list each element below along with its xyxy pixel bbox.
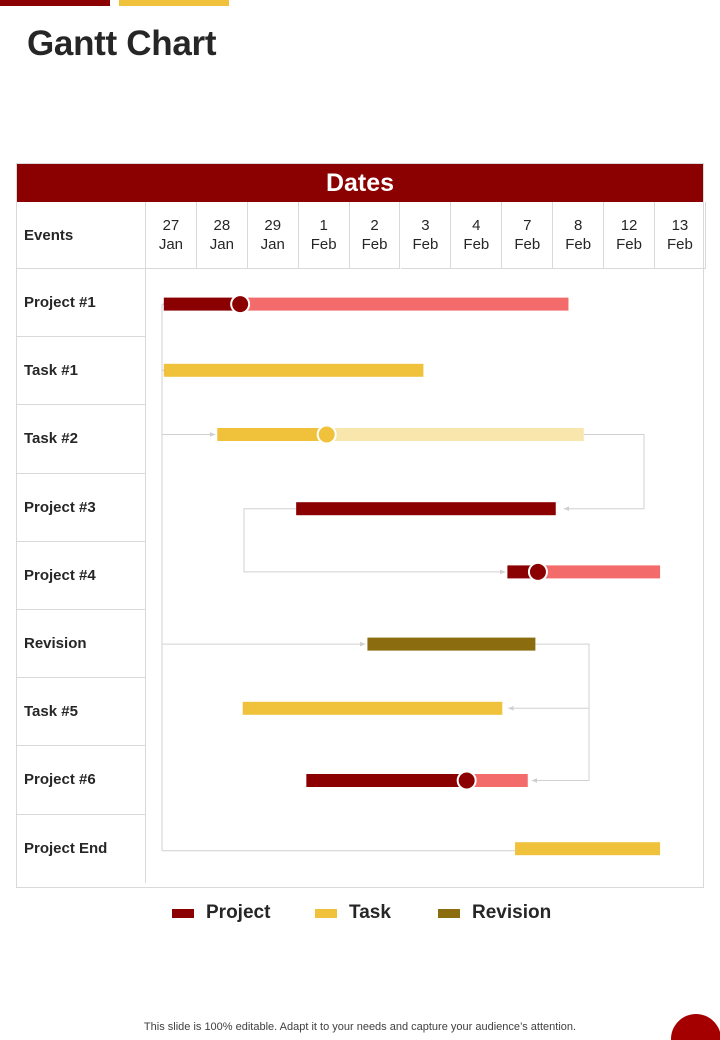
- date-day: 27: [162, 217, 180, 234]
- page-title: Gantt Chart: [27, 24, 217, 63]
- dates-header: Dates: [17, 164, 703, 202]
- date-day: 2: [370, 217, 379, 234]
- date-month: Feb: [463, 236, 490, 253]
- event-label: Task #1: [17, 337, 146, 406]
- date-month: Jan: [209, 236, 234, 253]
- date-day: 4: [472, 217, 481, 234]
- date-day: 1: [319, 217, 328, 234]
- event-label: Project End: [17, 814, 146, 883]
- date-day: 8: [573, 217, 583, 234]
- date-day: 12: [620, 217, 638, 234]
- date-day: 29: [264, 217, 282, 234]
- date-cell: 27 Jan: [146, 202, 197, 269]
- date-day: 7: [523, 217, 532, 234]
- date-month: Feb: [667, 236, 693, 253]
- date-cell: 29 Jan: [247, 202, 299, 269]
- date-month: Feb: [616, 236, 642, 253]
- event-label: Revision: [17, 610, 146, 679]
- event-label: Project #1: [17, 269, 146, 338]
- date-cell: 3 Feb: [400, 202, 452, 269]
- accent-bar-red: [0, 0, 110, 6]
- legend-label: Project: [206, 902, 271, 923]
- event-label: Project #4: [17, 541, 146, 610]
- date-month: Feb: [361, 236, 388, 253]
- event-label: Project #6: [17, 746, 146, 815]
- gantt-table: Dates Events 27 Jan 28 Jan 29 Jan 1 Feb 2 Feb 3 Feb…: [16, 163, 706, 888]
- event-label: Task #2: [17, 405, 146, 474]
- date-month: Feb: [310, 236, 337, 253]
- legend: Project Task Revision: [0, 900, 720, 926]
- accent-bar-yellow: [119, 0, 229, 6]
- date-month: Jan: [260, 236, 285, 253]
- event-label: Task #5: [17, 678, 146, 747]
- date-day: 13: [671, 217, 689, 234]
- legend-item: Revision: [438, 900, 551, 926]
- date-month: Feb: [412, 236, 439, 253]
- date-day: 3: [421, 217, 430, 234]
- legend-item: Project: [172, 900, 270, 926]
- date-cell: 2 Feb: [349, 202, 401, 269]
- date-cell: 28 Jan: [196, 202, 248, 269]
- legend-swatch: [315, 908, 337, 918]
- date-month: Jan: [158, 236, 184, 253]
- legend-swatch: [172, 908, 194, 918]
- legend-swatch: [438, 908, 460, 918]
- legend-item: Task: [315, 900, 391, 926]
- corner-decoration: [671, 1014, 720, 1040]
- date-cell: 8 Feb: [553, 202, 605, 269]
- date-day: 28: [213, 217, 231, 234]
- date-cell: 12 Feb: [604, 202, 655, 269]
- legend-label: Revision: [472, 902, 552, 923]
- date-month: Feb: [565, 236, 592, 253]
- events-header: Events: [17, 202, 146, 269]
- date-cell: 1 Feb: [298, 202, 350, 269]
- legend-label: Task: [349, 902, 391, 923]
- event-label: Project #3: [17, 473, 146, 542]
- date-cell: 7 Feb: [502, 202, 554, 269]
- date-cell: 13 Feb: [655, 202, 706, 269]
- date-cell: 4 Feb: [451, 202, 503, 269]
- footer-note: This slide is 100% editable. Adapt it to…: [143, 1021, 577, 1033]
- date-month: Feb: [514, 236, 541, 253]
